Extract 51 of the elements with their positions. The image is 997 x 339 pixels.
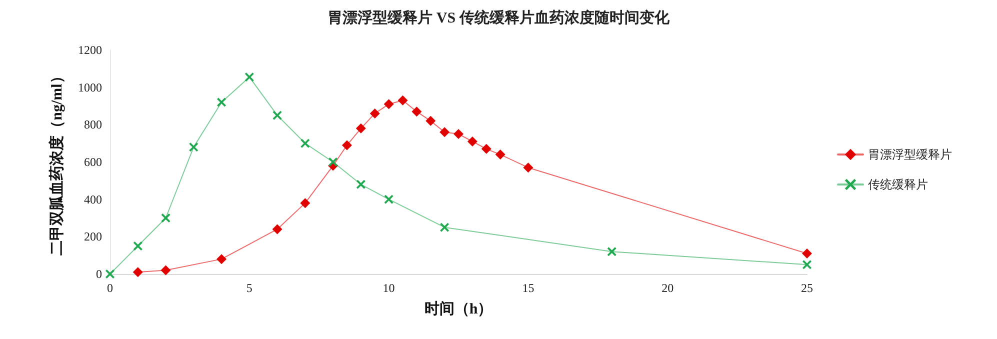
x-axis-title: 时间（h） (424, 300, 493, 318)
point (272, 224, 282, 234)
point (495, 150, 506, 160)
x-tick-label: 20 (662, 281, 674, 295)
point (244, 72, 254, 82)
y-tick-label: 0 (96, 267, 102, 281)
y-tick-label: 800 (84, 118, 102, 132)
y-axis-title: 二甲双胍血药浓度（ng/ml） (48, 68, 66, 256)
chart-title: 胃漂浮型缓释片 VS 传统缓释片血药浓度随时间变化 (328, 8, 670, 26)
point (272, 110, 282, 120)
point (440, 127, 450, 138)
point (300, 138, 310, 148)
point (160, 265, 171, 276)
point (216, 254, 227, 264)
point (384, 194, 394, 204)
y-tick-label: 1200 (78, 43, 102, 57)
point (300, 198, 310, 208)
point (217, 98, 226, 107)
y-tick-label: 600 (84, 155, 102, 169)
x-tick-label: 15 (522, 281, 534, 295)
point (356, 180, 366, 189)
point (342, 140, 352, 150)
legend-label: 胃漂浮型缓释片 (868, 148, 952, 162)
point (132, 267, 143, 278)
x-tick-label: 10 (382, 281, 395, 295)
point (467, 136, 478, 146)
y-tick-label: 200 (84, 230, 102, 244)
point (802, 248, 812, 258)
legend-label: 传统缓释片 (868, 178, 928, 192)
point (802, 260, 812, 270)
point (523, 162, 534, 173)
point (370, 108, 380, 118)
point (328, 158, 338, 166)
point (189, 142, 198, 152)
point (426, 116, 436, 126)
point (106, 270, 114, 278)
point (161, 214, 170, 222)
point (440, 222, 450, 232)
point (412, 106, 422, 117)
point (133, 242, 142, 250)
y-tick-label: 400 (84, 192, 102, 206)
x-tick-label: 5 (246, 281, 252, 295)
x-tick-label: 25 (801, 281, 813, 295)
point (481, 144, 492, 154)
point (607, 247, 616, 256)
point (398, 95, 408, 106)
x-tick-label: 0 (107, 281, 113, 295)
y-tick-label: 1000 (78, 80, 102, 94)
point (356, 123, 366, 134)
point (384, 99, 394, 110)
point (454, 129, 464, 139)
